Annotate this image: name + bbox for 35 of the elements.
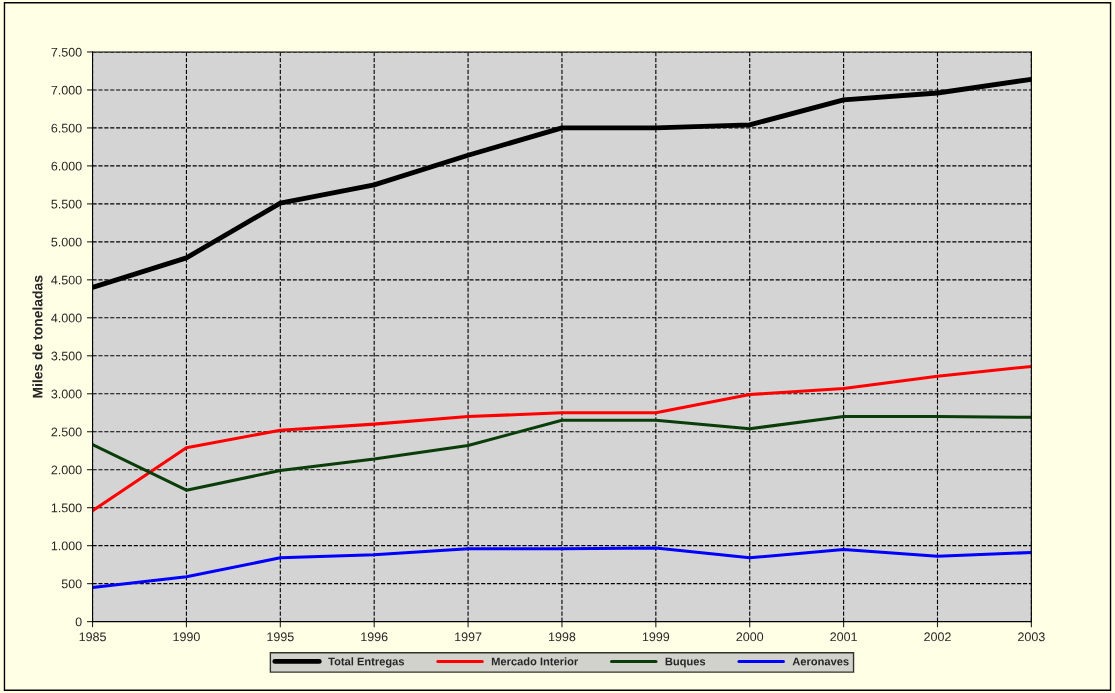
x-tick-label: 2000 xyxy=(736,632,764,642)
y-tick-label: 5.000 xyxy=(51,237,82,247)
y-axis-title: Miles de toneladas xyxy=(32,275,43,398)
y-tick-label: 2.500 xyxy=(51,427,82,437)
legend-label: Aeronaves xyxy=(792,657,849,666)
x-tick-label: 1996 xyxy=(361,632,388,642)
legend-label: Buques xyxy=(665,657,706,668)
y-tick-label: 4.500 xyxy=(51,275,82,285)
y-tick-label: 5.500 xyxy=(51,199,82,209)
x-tick-label: 1998 xyxy=(549,632,576,642)
y-tick-label: 0 xyxy=(75,617,82,627)
x-tick-label: 1985 xyxy=(79,632,106,642)
y-tick-label: 2.000 xyxy=(51,465,82,475)
y-tick-label: 6.500 xyxy=(51,123,82,133)
x-tick-label: 1990 xyxy=(173,632,200,642)
y-tick-label: 4.000 xyxy=(51,313,82,323)
x-tick-label: 1997 xyxy=(455,632,482,642)
y-tick-label: 7.500 xyxy=(51,47,82,57)
x-tick-label: 2001 xyxy=(830,632,857,642)
legend-label: Total Entregas xyxy=(328,657,405,668)
line-series xyxy=(92,546,1032,589)
x-tick-label: 2002 xyxy=(924,632,951,642)
x-tick-label: 1995 xyxy=(267,632,294,642)
y-tick-label: 6.000 xyxy=(51,161,82,171)
y-tick-label: 3.000 xyxy=(51,389,82,399)
legend-label: Mercado Interior xyxy=(491,657,579,666)
line-series xyxy=(92,415,1032,492)
y-tick-label: 1.000 xyxy=(51,541,82,551)
x-tick-label: 2003 xyxy=(1018,632,1045,642)
y-tick-label: 1.500 xyxy=(51,503,82,513)
line-series xyxy=(92,364,1032,513)
y-tick-label: 500 xyxy=(61,579,82,589)
y-tick-label: 7.000 xyxy=(51,85,82,95)
y-tick-label: 3.500 xyxy=(51,351,82,361)
x-tick-label: 1999 xyxy=(642,632,670,642)
